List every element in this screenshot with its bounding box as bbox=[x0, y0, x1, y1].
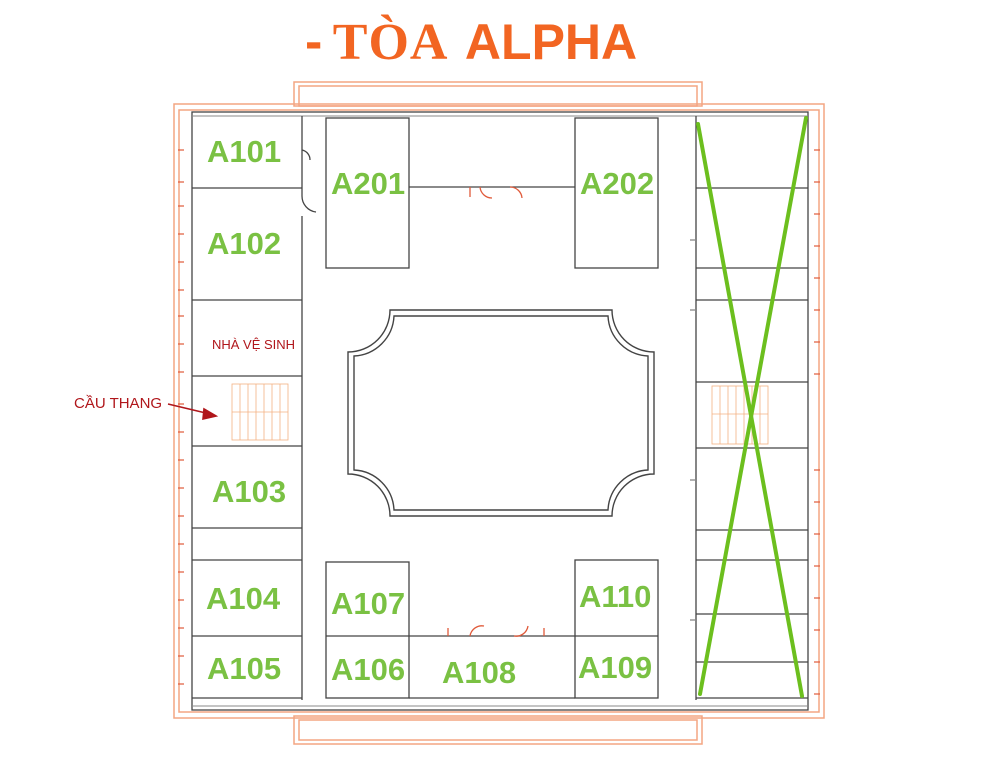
room-a202: A202 bbox=[580, 166, 655, 201]
room-a104: A104 bbox=[206, 581, 281, 616]
outer-envelope bbox=[173, 81, 825, 745]
title-toa: TÒA bbox=[332, 14, 449, 71]
room-a107: A107 bbox=[331, 586, 406, 621]
room-a103: A103 bbox=[212, 474, 287, 509]
room-a102: A102 bbox=[207, 226, 282, 261]
stairs-label: CẦU THANG bbox=[74, 395, 163, 412]
room-a109: A109 bbox=[578, 650, 653, 685]
room-a110: A110 bbox=[579, 579, 652, 614]
crossed-out-mark bbox=[696, 116, 808, 698]
interior-walls bbox=[191, 111, 809, 711]
stairs-arrow bbox=[167, 403, 219, 421]
title-dash: - bbox=[305, 13, 323, 71]
room-a106: A106 bbox=[331, 652, 406, 687]
building-title: - TÒA ALPHA bbox=[305, 12, 637, 72]
right-window-ticks bbox=[814, 149, 820, 695]
room-a201: A201 bbox=[331, 166, 406, 201]
central-atrium bbox=[347, 309, 655, 517]
title-alpha: ALPHA bbox=[464, 14, 638, 70]
room-a105: A105 bbox=[207, 651, 282, 686]
left-window-ticks bbox=[178, 149, 184, 685]
stairs-left bbox=[231, 383, 289, 441]
room-a108: A108 bbox=[442, 655, 517, 690]
stairs-right bbox=[711, 385, 769, 445]
room-a101: A101 bbox=[207, 134, 282, 169]
restroom-label: NHÀ VỆ SINH bbox=[212, 337, 296, 352]
